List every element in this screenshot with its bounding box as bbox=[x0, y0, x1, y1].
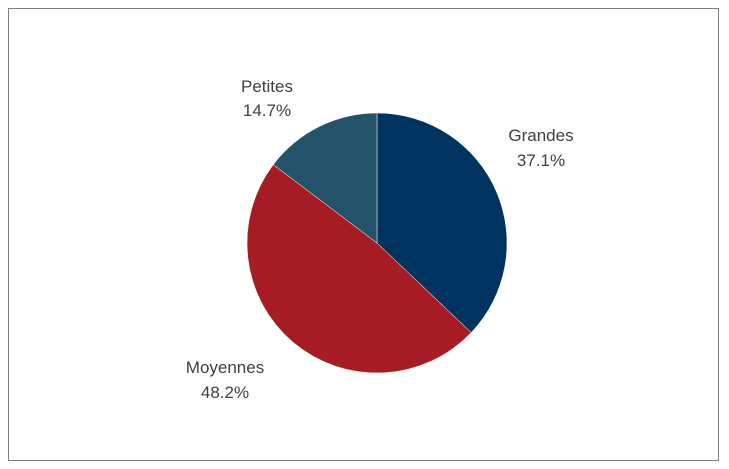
slice-value-grandes: 37.1% bbox=[517, 151, 565, 170]
slice-label-grandes: Grandes bbox=[508, 126, 573, 145]
pie-slice-petites bbox=[272, 112, 378, 244]
slice-label-petites: Petites bbox=[241, 77, 293, 96]
slice-label-moyennes: Moyennes bbox=[186, 358, 264, 377]
pie-labels: Grandes 37.1% Moyennes 48.2% Petites 14.7% bbox=[186, 77, 574, 402]
pie-slices bbox=[246, 112, 508, 374]
slice-value-moyennes: 48.2% bbox=[201, 383, 249, 402]
pie-slice-grandes bbox=[376, 112, 508, 333]
slice-value-petites: 14.7% bbox=[243, 101, 291, 120]
pie-slice-moyennes bbox=[246, 164, 472, 374]
